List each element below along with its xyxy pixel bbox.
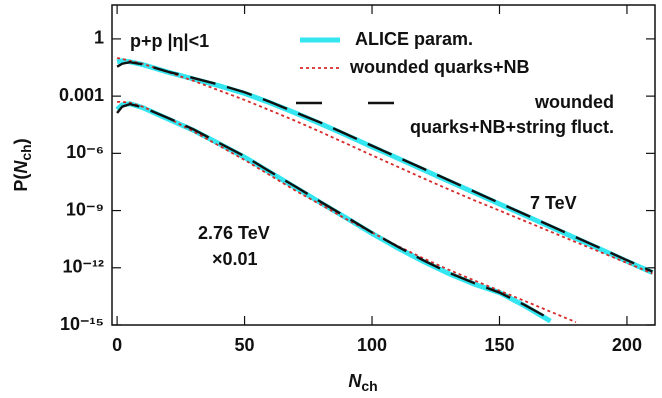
series-line — [117, 100, 577, 324]
y-tick-label: 10⁻⁶ — [66, 142, 104, 162]
plot-lines — [115, 57, 654, 324]
x-tick-label: 150 — [484, 335, 514, 355]
x-tick-label: 0 — [112, 335, 122, 355]
y-label-sub: ch — [18, 144, 34, 160]
y-label-part: P( — [11, 174, 31, 192]
series-line — [116, 102, 552, 321]
x-tick-label: 50 — [235, 335, 255, 355]
y-label-var: N — [11, 160, 31, 174]
y-tick-label: 0.001 — [59, 85, 104, 105]
x-label-var: N — [348, 371, 362, 391]
legend-label: wounded quarks+NB — [349, 57, 530, 77]
plot-frame — [111, 4, 656, 326]
annotation: 2.76 TeV — [198, 223, 270, 243]
x-label-sub: ch — [361, 378, 377, 394]
y-tick-label: 10⁻⁹ — [66, 199, 104, 219]
y-axis-label: P(Nch) — [11, 138, 34, 191]
x-tick-label: 100 — [357, 335, 387, 355]
x-tick-label: 200 — [612, 335, 642, 355]
series-line — [116, 60, 653, 273]
annotation: 7 TeV — [530, 193, 577, 213]
x-axis-label: Nch — [348, 371, 377, 394]
annotation: p+p |η|<1 — [130, 31, 209, 51]
y-tick-label: 1 — [94, 28, 104, 48]
legend-label: ALICE param. — [355, 29, 473, 49]
annotation: ×0.01 — [212, 249, 258, 269]
y-tick-label: 10⁻¹⁵ — [60, 314, 104, 334]
y-tick-label: 10⁻¹² — [62, 257, 104, 277]
legend-label: wounded quarks+NB+string fluct. — [409, 92, 614, 137]
y-label-part: ) — [11, 138, 31, 144]
